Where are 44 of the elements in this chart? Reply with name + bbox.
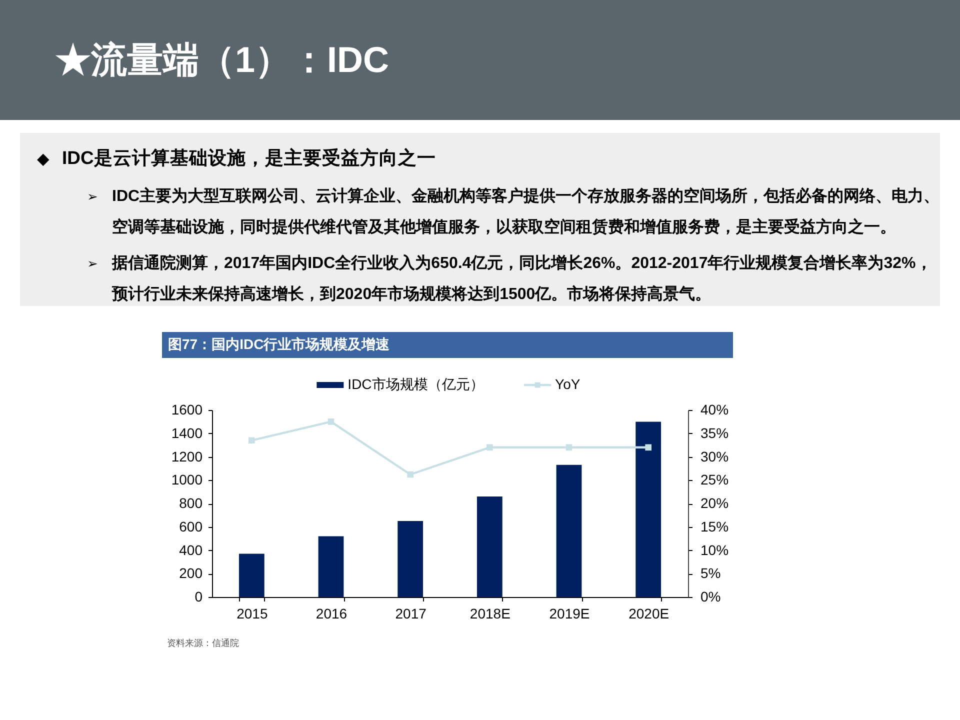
point xyxy=(328,418,334,425)
x-tick-label: 2015 xyxy=(236,606,268,622)
bar xyxy=(476,496,502,597)
y2-tick-label: 40% xyxy=(700,402,729,418)
bar xyxy=(318,536,344,597)
chart-subtitle: 图77：国内IDC行业市场规模及增速 xyxy=(168,336,391,352)
chart-title: ★流量端（1）：IDC xyxy=(55,39,390,80)
y-tick-label: 200 xyxy=(179,565,203,582)
y-tick-label: 1200 xyxy=(171,448,203,464)
x-tick-label: 2019E xyxy=(549,606,590,622)
y2-tick-label: 15% xyxy=(700,518,729,534)
y2-tick-label: 35% xyxy=(700,424,729,441)
text: ◆ IDC是云计算基础设施，是主要受益方向之一 xyxy=(37,147,436,168)
bar xyxy=(636,422,662,597)
x-tick-label: 2017 xyxy=(395,606,427,622)
y2-tick-label: 30% xyxy=(700,448,729,464)
y2-tick-label: 25% xyxy=(700,472,729,488)
bar xyxy=(398,521,424,597)
bar xyxy=(556,464,582,597)
point xyxy=(248,437,255,444)
y-tick-label: 0 xyxy=(194,588,203,604)
y-tick-label: 1400 xyxy=(171,424,203,441)
y-tick-label: 600 xyxy=(179,518,203,534)
y-tick-label: 1600 xyxy=(171,402,203,418)
y2-tick-label: 10% xyxy=(700,542,729,558)
y-tick-label: 400 xyxy=(179,542,203,558)
x-tick-label: 2020E xyxy=(628,606,670,622)
y-tick-label: 800 xyxy=(179,495,203,511)
text: ➢ IDC主要为大型互联网公司、云计算企业、金融机构等客户提供一个存放服务器的空间场所，包括必备的网络、电力、空调等基础设施，同时提供代维代管及其他增值服务，以获取空间租赁费和增值服务费，是主要受益方向之一。 xyxy=(87,186,940,236)
x-tick-label: 2016 xyxy=(316,606,348,622)
text: ➢ 据信通院测算，2017年国内IDC全行业收入为650.4亿元，同比增长26%。2012-2017年行业规模复合增长率为32%，预计行业未来保持高速增长，到2020年市场规模将达到1500亿。市场将保持高景气。 xyxy=(87,253,932,303)
point xyxy=(566,444,572,451)
text: 资料来源：信通院 xyxy=(167,638,239,648)
y2-tick-label: 20% xyxy=(700,495,729,511)
legend-label: YoY xyxy=(555,376,581,392)
point xyxy=(407,471,414,478)
legend-label: IDC市场规模（亿元） xyxy=(348,376,484,392)
y-tick-label: 1000 xyxy=(171,472,203,488)
point xyxy=(645,444,652,451)
y2-tick-label: 0% xyxy=(700,588,721,604)
bar xyxy=(238,554,264,597)
x-tick-label: 2018E xyxy=(470,606,510,622)
y2-tick-label: 5% xyxy=(700,565,721,582)
point xyxy=(486,444,493,451)
